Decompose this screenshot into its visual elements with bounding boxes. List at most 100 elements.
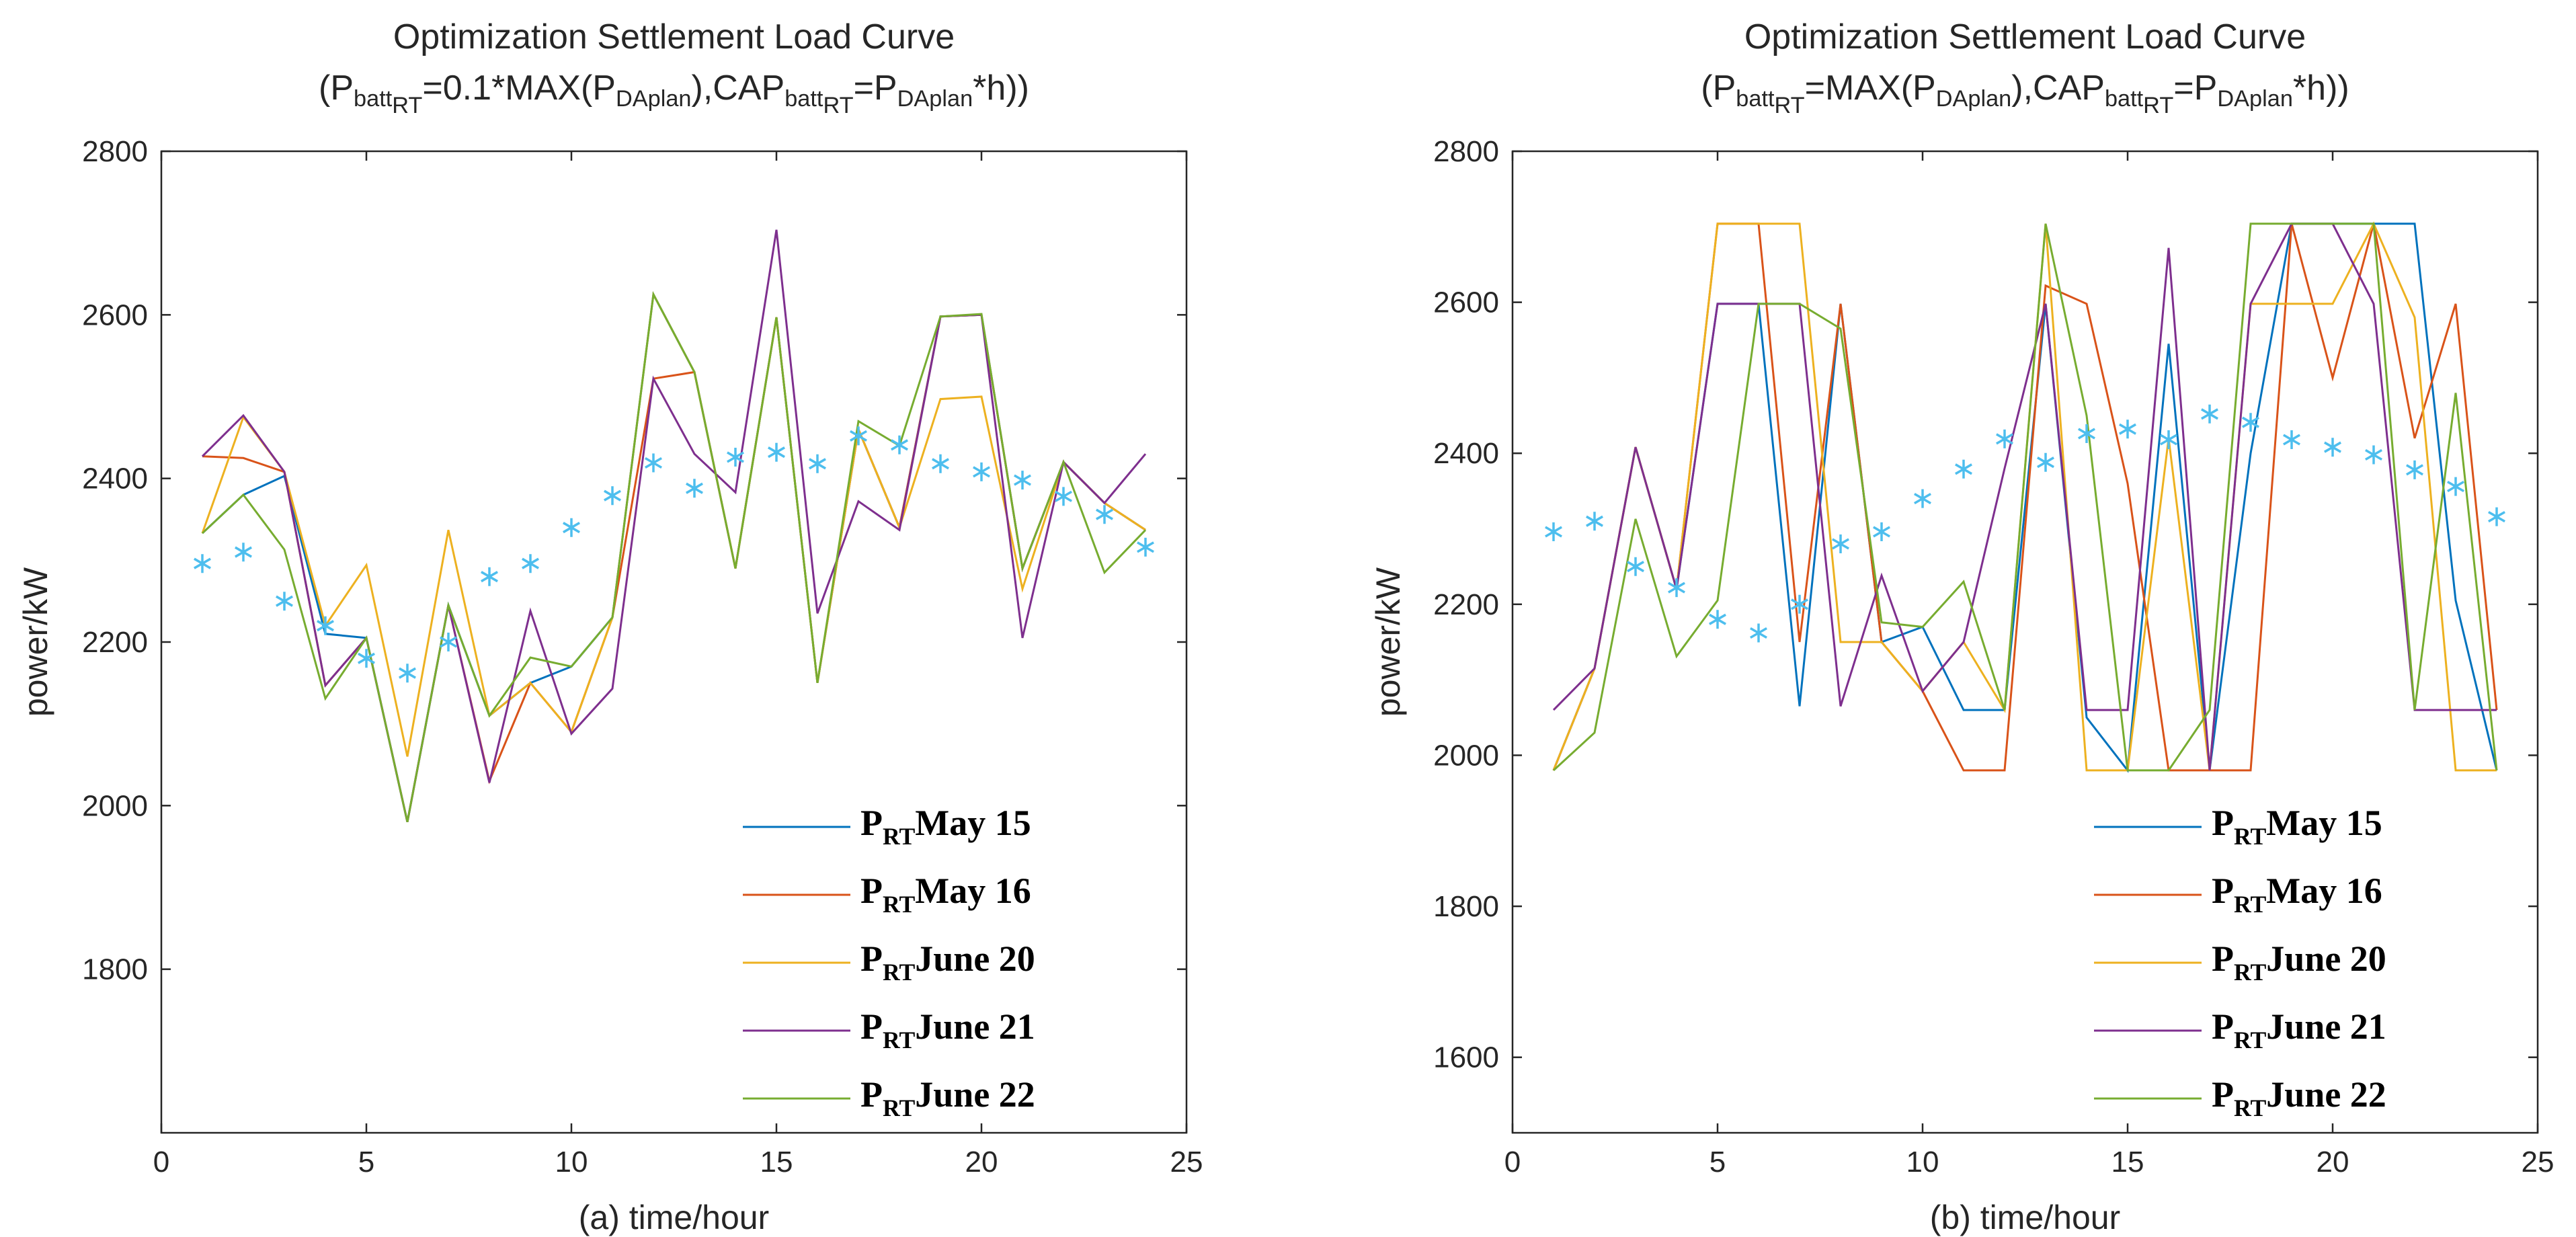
y-tick-label: 2600 [1433, 286, 1499, 319]
plot-area [1511, 150, 2539, 1134]
asterisk-marker [235, 543, 252, 562]
asterisk-marker [891, 435, 908, 454]
asterisk-marker [1914, 489, 1931, 508]
asterisk-marker [850, 426, 867, 446]
series-line-june-21 [201, 229, 1147, 823]
y-tick-label: 2400 [1433, 437, 1499, 470]
asterisk-marker [1096, 505, 1113, 524]
y-axis-label: power/kW [1369, 567, 1407, 717]
asterisk-marker [2201, 404, 2218, 424]
y-tick-label: 1600 [1433, 1041, 1499, 1074]
y-tick-label: 1800 [82, 953, 148, 986]
series-line-may-15 [1552, 223, 2498, 773]
x-axis-label: (b) time/hour [1930, 1199, 2120, 1236]
asterisk-marker [1873, 522, 1890, 541]
asterisk-marker [440, 633, 457, 651]
x-tick-label: 5 [358, 1146, 374, 1179]
series-line-june-21 [1552, 223, 2497, 771]
x-tick-label: 15 [2111, 1146, 2144, 1179]
series-line-june-20 [201, 290, 1146, 757]
y-tick-label: 2000 [1433, 739, 1499, 772]
chart-title: Optimization Settlement Load Curve [1744, 17, 2306, 56]
y-tick-label: 2800 [82, 135, 148, 168]
asterisk-marker [317, 616, 334, 635]
asterisk-marker [563, 518, 580, 537]
asterisk-marker [2447, 477, 2464, 496]
asterisk-marker [768, 442, 785, 462]
asterisk-marker [1055, 487, 1072, 506]
asterisk-marker [1709, 610, 1726, 629]
asterisk-marker [686, 479, 703, 498]
legend-entry: PRTMay 15 [2212, 803, 2382, 850]
plot-area [160, 150, 1188, 1134]
y-tick-label: 2400 [82, 463, 148, 495]
legend-entry: PRTJune 22 [860, 1074, 1035, 1121]
asterisk-marker [727, 448, 744, 467]
asterisk-marker [1545, 522, 1562, 541]
asterisk-marker [1996, 429, 2013, 448]
y-tick-label: 2600 [82, 298, 148, 331]
legend-entry: PRTJune 21 [2212, 1006, 2386, 1053]
legend-entry: PRTJune 21 [860, 1006, 1035, 1053]
asterisk-marker [809, 454, 826, 473]
x-tick-label: 10 [1906, 1146, 1939, 1179]
asterisk-marker [2406, 460, 2423, 479]
chart-a: Optimization Settlement Load Curve (Pbatt… [17, 17, 1203, 1236]
y-tick-label: 2800 [1433, 135, 1499, 168]
x-tick-label: 20 [965, 1146, 998, 1179]
x-tick-label: 0 [153, 1146, 169, 1179]
legend-entry: PRTMay 15 [860, 803, 1031, 850]
asterisk-marker [2365, 445, 2382, 465]
asterisk-marker [2242, 413, 2259, 432]
x-tick-label: 25 [2522, 1146, 2554, 1179]
series-line-may-16 [202, 313, 1146, 823]
chart-title: Optimization Settlement Load Curve [393, 17, 955, 56]
legend-entry: PRTJune 22 [2212, 1074, 2386, 1121]
x-tick-label: 10 [555, 1146, 588, 1179]
x-tick-label: 0 [1504, 1146, 1521, 1179]
y-tick-label: 2000 [82, 789, 148, 822]
asterisk-marker [2078, 424, 2095, 443]
asterisk-marker [1832, 534, 1849, 553]
asterisk-marker [2037, 452, 2054, 472]
asterisk-marker [1137, 537, 1154, 557]
asterisk-marker [932, 454, 949, 473]
chart-subtitle: (PbattRT=MAX(PDAplan),CAPbattRT=PDAplan*… [1701, 69, 2349, 118]
y-tick-label: 2200 [1433, 588, 1499, 621]
x-tick-label: 20 [2317, 1146, 2349, 1179]
asterisk-marker [399, 664, 416, 683]
asterisk-marker [2324, 438, 2341, 457]
asterisk-marker [2488, 507, 2505, 526]
legend-entry: PRTMay 16 [860, 871, 1031, 918]
asterisk-marker [1750, 623, 1767, 643]
asterisk-marker [604, 486, 621, 506]
asterisk-marker [2119, 420, 2136, 439]
x-axis-label: (a) time/hour [579, 1199, 769, 1236]
series-line-june-22 [201, 290, 1147, 823]
y-tick-label: 1800 [1433, 890, 1499, 923]
asterisk-marker [1668, 578, 1685, 598]
asterisk-marker [276, 592, 293, 611]
x-tick-label: 25 [1170, 1146, 1203, 1179]
chart-subtitle: (PbattRT=0.1*MAX(PDAplan),CAPbattRT=PDAp… [319, 69, 1029, 118]
y-axis-label: power/kW [17, 567, 54, 717]
y-tick-label: 2200 [82, 626, 148, 659]
series-line-june-22 [1552, 223, 2498, 772]
asterisk-marker [481, 567, 498, 586]
asterisk-marker [1627, 557, 1644, 576]
chart-b: Optimization Settlement Load Curve (Pbatt… [1369, 17, 2554, 1236]
series-line-may-15 [201, 290, 1146, 823]
legend-entry: PRTJune 20 [860, 939, 1035, 986]
x-tick-label: 5 [1709, 1146, 1726, 1179]
asterisk-marker [2160, 430, 2177, 449]
asterisk-marker [1586, 512, 1603, 531]
asterisk-marker [2283, 430, 2300, 449]
asterisk-marker [522, 554, 539, 573]
legend-entry: PRTJune 20 [2212, 939, 2386, 986]
asterisk-marker [645, 453, 662, 473]
asterisk-marker [194, 554, 211, 573]
legend-entry: PRTMay 16 [2212, 871, 2382, 918]
asterisk-marker [358, 649, 375, 668]
asterisk-marker [1791, 594, 1808, 614]
